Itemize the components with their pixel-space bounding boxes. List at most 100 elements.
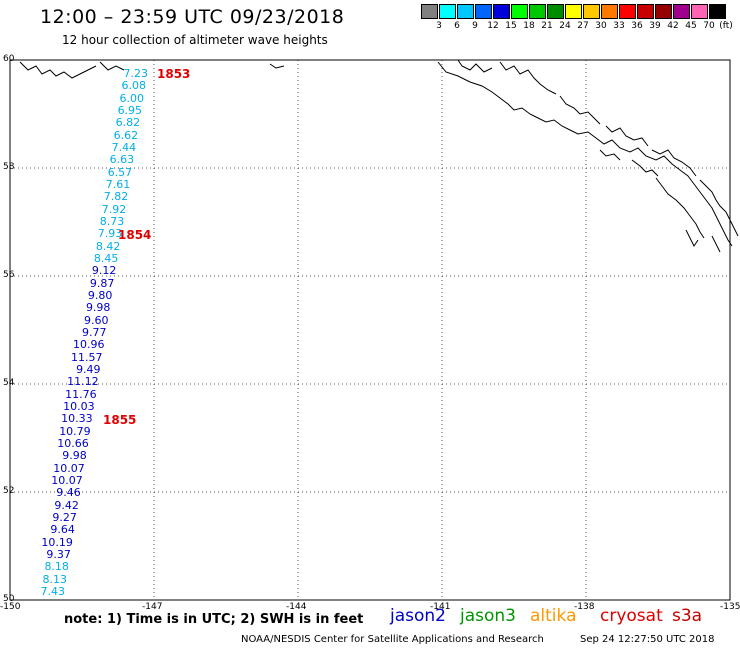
- wave-height-value: 8.45: [93, 252, 119, 265]
- legend-tick-label: 30: [595, 21, 607, 31]
- legend-tick-label: 33: [613, 21, 625, 31]
- wave-height-value: 10.03: [63, 400, 95, 413]
- wave-height-value: 10.79: [59, 424, 91, 438]
- wave-height-value: 8.73: [99, 215, 125, 228]
- wave-height-value: 6.95: [117, 104, 143, 117]
- legend-tick-label: 18: [523, 21, 535, 31]
- wave-height-value: 7.93: [97, 227, 123, 241]
- wave-height-value: 10.19: [41, 535, 73, 549]
- footer-note: note: 1) Time is in UTC; 2) SWH is in fe…: [64, 612, 364, 627]
- legend-swatch: [475, 4, 492, 19]
- legend-tick-label: 12: [487, 21, 499, 31]
- wave-height-value: 10.07: [51, 474, 83, 487]
- wave-height-value: 9.64: [50, 523, 75, 537]
- wave-height-value: 6.63: [109, 153, 135, 167]
- wave-height-value: 9.80: [87, 289, 113, 302]
- wave-height-value: 11.57: [71, 350, 103, 364]
- legend-tick-label: 24: [559, 21, 571, 31]
- wave-height-value: 10.66: [57, 437, 89, 450]
- legend-swatch: [439, 4, 456, 19]
- wave-height-value: 9.12: [91, 264, 117, 278]
- longitude-label: -150: [0, 602, 21, 612]
- wave-height-value: 8.13: [42, 572, 67, 586]
- legend-swatch: [601, 4, 618, 19]
- wave-height-value: 9.98: [62, 449, 87, 463]
- wave-height-value: 9.98: [85, 301, 111, 315]
- wave-height-value: 7.44: [111, 141, 137, 154]
- legend-swatch: [709, 4, 726, 19]
- wave-height-value: 9.42: [54, 498, 79, 512]
- wave-height-value: 8.42: [95, 239, 121, 253]
- wave-height-value: 10.33: [61, 412, 93, 426]
- wave-height-value: 9.27: [52, 511, 77, 524]
- wave-height-value: 6.62: [113, 128, 139, 142]
- legend-tick-label: 3: [436, 21, 442, 31]
- legend-swatch: [691, 4, 708, 19]
- latitude-label: 52: [3, 486, 15, 496]
- wave-height-value: 6.08: [121, 79, 147, 93]
- legend-tick-label: 15: [505, 21, 517, 31]
- wave-height-value: 7.23: [123, 67, 149, 80]
- longitude-label: -135: [720, 602, 740, 612]
- legend-tick-label: 36: [631, 21, 643, 31]
- map-frame: [9, 59, 731, 601]
- latitude-label: 50: [3, 594, 15, 604]
- legend-tick-label: 45: [685, 21, 697, 31]
- wave-height-value: 6.57: [107, 165, 133, 179]
- legend-swatch: [619, 4, 636, 19]
- wave-height-value: 11.76: [65, 387, 97, 401]
- longitude-label: -147: [142, 602, 163, 612]
- satellite-name: jason3: [460, 606, 516, 626]
- satellite-name: s3a: [672, 606, 703, 626]
- generated-timestamp: Sep 24 12:27:50 UTC 2018: [580, 634, 715, 645]
- legend-tick-label: 6: [454, 21, 460, 31]
- pass-label: 1854: [118, 228, 152, 242]
- legend-swatch: [637, 4, 654, 19]
- lat-lon-grid: [10, 60, 730, 600]
- coastline: [19, 59, 739, 253]
- legend-tick-label: 39: [649, 21, 661, 31]
- legend-unit: (ft): [719, 21, 733, 31]
- legend-swatch: [565, 4, 582, 19]
- wave-height-value: 6.00: [119, 91, 145, 105]
- legend-swatch: [583, 4, 600, 19]
- wave-height-value: 9.60: [83, 313, 109, 327]
- longitude-label: -138: [574, 602, 595, 612]
- latitude-label: 56: [3, 270, 15, 280]
- latitude-label: 54: [3, 378, 15, 388]
- wave-height-value: 10.96: [73, 338, 105, 352]
- wave-height-value: 7.92: [101, 202, 127, 216]
- legend-swatch: [529, 4, 546, 19]
- legend-swatch: [547, 4, 564, 19]
- wave-height-value: 9.46: [56, 486, 81, 500]
- wave-height-value: 7.82: [103, 190, 129, 204]
- satellite-name: jason2: [390, 606, 446, 626]
- map-title: 12:00 – 23:59 UTC 09/23/2018: [40, 6, 345, 28]
- legend-tick-label: 42: [667, 21, 679, 31]
- longitude-label: -141: [430, 602, 451, 612]
- legend-tick-label: 70: [703, 21, 715, 31]
- latitude-label: 60: [3, 54, 15, 64]
- wave-height-value: 9.77: [82, 326, 107, 339]
- legend-swatch: [457, 4, 474, 19]
- satellite-name: cryosat: [600, 606, 663, 626]
- wave-height-value: 9.49: [76, 363, 101, 376]
- legend-tick-label: 27: [577, 21, 589, 31]
- legend-swatch: [511, 4, 528, 19]
- wave-height-value: 6.82: [115, 116, 141, 130]
- wave-height-value: 9.87: [89, 276, 115, 290]
- latitude-label: 58: [3, 162, 15, 172]
- satellite-name: altika: [530, 606, 577, 626]
- wave-height-value: 10.07: [53, 461, 85, 475]
- wave-height-value: 8.18: [44, 560, 69, 574]
- legend-tick-label: 21: [541, 21, 553, 31]
- map-border: [9, 59, 731, 601]
- longitude-label: -144: [286, 602, 307, 612]
- pass-label: 1855: [103, 413, 137, 427]
- legend-swatch: [673, 4, 690, 19]
- wave-height-value: 11.12: [67, 375, 99, 389]
- wave-height-value: 9.37: [46, 548, 71, 561]
- legend-swatch: [655, 4, 672, 19]
- pass-label: 1853: [157, 67, 191, 81]
